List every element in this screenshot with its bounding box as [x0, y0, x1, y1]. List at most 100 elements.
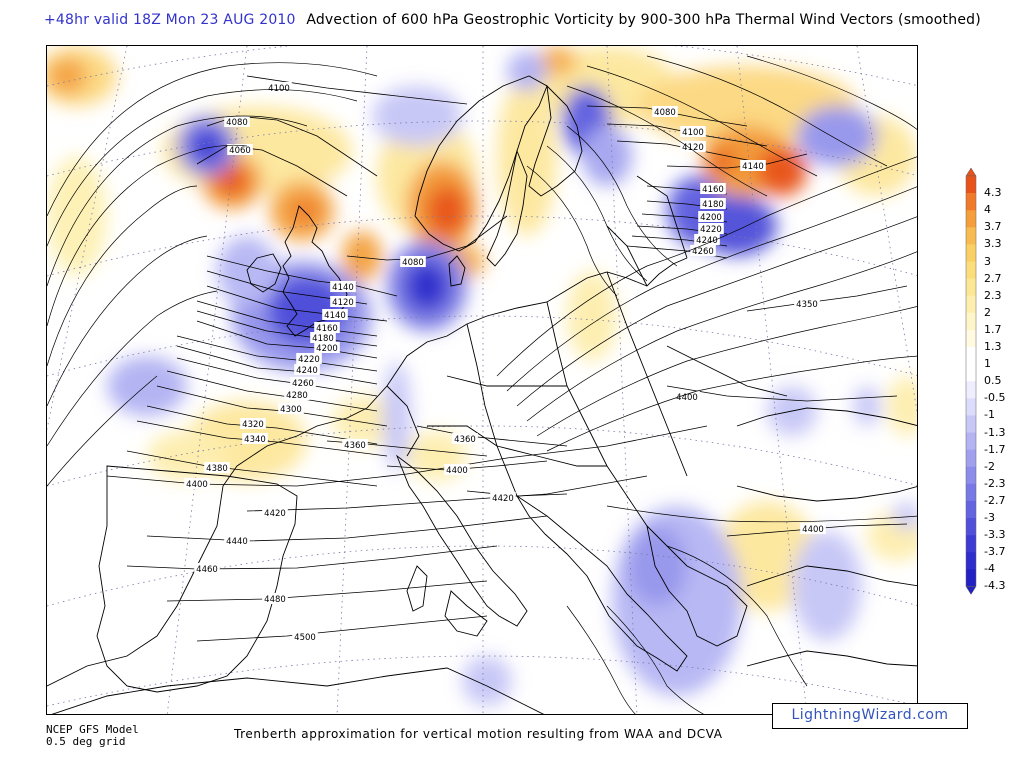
colorbar-swatch [966, 312, 976, 331]
colorbar-swatch [966, 261, 976, 279]
colorbar-label: 2.3 [984, 288, 1002, 302]
colorbar-swatch [966, 500, 976, 519]
contour-label: 4240 [296, 366, 318, 376]
colorbar-label: -2.3 [984, 476, 1006, 490]
contour-label-bg [694, 234, 720, 245]
contour-line [386, 460, 548, 471]
contour-label: 4200 [316, 344, 338, 354]
contour-label: 4500 [294, 633, 316, 643]
contour-line [346, 215, 508, 261]
colorbar-label: 0.5 [984, 374, 1002, 388]
contour-label: 4060 [229, 146, 251, 156]
contour-label: 4200 [700, 213, 722, 223]
contour-label-bg [294, 364, 320, 375]
colorbar-label: -2.7 [984, 493, 1006, 507]
colorbar-swatch [966, 244, 976, 262]
graticule [47, 46, 917, 714]
colorbar-swatch [966, 295, 976, 314]
colorbar-label: 3 [984, 254, 991, 268]
colorbar-top-arrow [965, 167, 977, 177]
contour-label-bg [290, 377, 316, 388]
colorbar-swatch [966, 364, 976, 382]
contour-label: 4180 [312, 334, 334, 344]
contour-label: 4400 [802, 525, 824, 535]
contour-label-bg [224, 116, 250, 127]
colorbar-label: -0.5 [984, 391, 1006, 405]
contour-line [416, 425, 568, 447]
contour-line [156, 385, 388, 427]
contour-label: 4240 [696, 236, 718, 246]
contour-label: 4300 [280, 405, 302, 415]
contour-label-bg [296, 353, 322, 364]
contour-line [206, 255, 398, 297]
contour-label-bg [652, 106, 678, 117]
contour-label-bg [262, 593, 288, 604]
contour-label: 4460 [196, 565, 218, 575]
colorbar-swatch [966, 227, 976, 245]
contour-label: 4400 [446, 466, 468, 476]
map-canvas: 4100408040604080414041204140416041804200… [47, 46, 917, 714]
colorbar-swatch [966, 518, 976, 536]
contour-label-bg [184, 478, 210, 489]
contour-label: 4080 [402, 258, 424, 268]
contour-label: 4360 [454, 435, 476, 445]
contour-label: 4160 [316, 324, 338, 334]
contour-label-bg [698, 211, 724, 222]
contour-line [146, 515, 548, 542]
contour-line [196, 310, 378, 347]
brand-box[interactable]: LightningWizard.com [772, 703, 968, 729]
contour-label-bg [278, 403, 304, 414]
contour-label-bg [700, 183, 726, 194]
contour-label-bg [674, 391, 700, 402]
colorbar-swatch [966, 432, 976, 450]
contour-label: 4260 [692, 247, 714, 257]
contour-line [126, 450, 378, 487]
map-description: Advection of 600 hPa Geostrophic Vortici… [306, 12, 981, 28]
colorbar-label: -3.3 [984, 528, 1006, 542]
contour-label: 4360 [344, 441, 366, 451]
contour-label-bg [292, 631, 318, 642]
contour-label: 4320 [242, 420, 264, 430]
contour-line [166, 370, 378, 412]
contour-label: 4140 [742, 162, 764, 172]
colorbar-swatch [966, 398, 976, 416]
background-contours [47, 55, 917, 714]
contour-line [176, 345, 378, 385]
contour-label: 4120 [332, 298, 354, 308]
contour-line [466, 490, 568, 497]
contour-label: 4340 [244, 435, 266, 445]
contour-label-bg [680, 141, 706, 152]
grid-resolution: 0.5 deg grid [46, 735, 126, 748]
colorbar-label: -1.3 [984, 425, 1006, 439]
colorbar-label: -1.7 [984, 442, 1006, 456]
contour-line [176, 335, 378, 372]
colorbar-label: 3.7 [984, 220, 1002, 234]
model-name: NCEP GFS Model [46, 723, 139, 736]
contour-labels: 4100408040604080414041204140416041804200… [184, 82, 826, 643]
colorbar-bottom-arrow [965, 586, 977, 595]
contour-label-bg [314, 322, 340, 333]
model-info: NCEP GFS Model 0.5 deg grid [46, 724, 139, 748]
contour-label-bg [194, 563, 220, 574]
contour-label: 4440 [226, 537, 248, 547]
contour-label: 4140 [332, 283, 354, 293]
contour-line [746, 285, 908, 312]
contour-line [126, 545, 498, 570]
contour-label-bg [314, 342, 340, 353]
contour-label: 4180 [702, 200, 724, 210]
colorbar-swatch [966, 569, 976, 587]
advection-shading [47, 46, 917, 706]
contour-label: 4160 [702, 185, 724, 195]
contour-line [176, 357, 378, 397]
contour-label-bg [224, 535, 250, 546]
colorbar-label: -4.3 [984, 579, 1006, 593]
contour-label: 4100 [268, 84, 290, 94]
contour-label-bg [242, 433, 268, 444]
weather-map[interactable]: 4100 4080 4060 4080 4140 4120 4140 4160 4180 4200… [46, 45, 918, 715]
colorbar-label: -3 [984, 511, 995, 524]
valid-time: +48hr valid 18Z Mon 23 AUG 2010 [44, 12, 296, 28]
contour-label: 4080 [226, 118, 248, 128]
colorbar-swatch [966, 278, 976, 296]
contour-line [196, 615, 488, 642]
contour-label-bg [330, 296, 356, 307]
